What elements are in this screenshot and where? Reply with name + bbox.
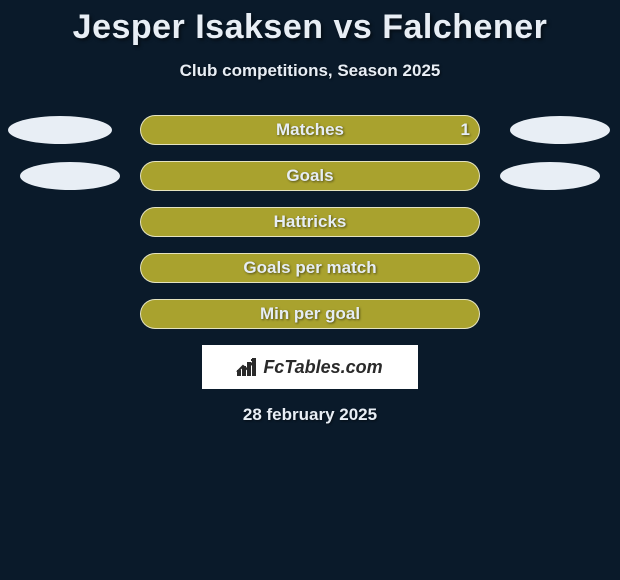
stat-bar — [140, 253, 480, 283]
logo: FcTables.com — [237, 357, 382, 378]
logo-text: FcTables.com — [263, 357, 382, 378]
left-ellipse-icon — [8, 116, 112, 144]
logo-bars-icon — [237, 358, 259, 376]
stat-row: Min per goal — [0, 299, 620, 329]
stat-row: Goals per match — [0, 253, 620, 283]
logo-box: FcTables.com — [202, 345, 418, 389]
logo-arrow-icon — [235, 356, 259, 376]
stat-row: Goals — [0, 161, 620, 191]
page-title: Jesper Isaksen vs Falchener — [0, 0, 620, 47]
stat-row: Hattricks — [0, 207, 620, 237]
stat-bar — [140, 299, 480, 329]
right-ellipse-icon — [510, 116, 610, 144]
stats-rows: Matches1 Goals Hattricks Goals per match Min… — [0, 115, 620, 329]
date-label: 28 february 2025 — [0, 405, 620, 425]
page-subtitle: Club competitions, Season 2025 — [0, 61, 620, 81]
stat-bar — [140, 161, 480, 191]
stat-row: Matches1 — [0, 115, 620, 145]
left-ellipse-icon — [20, 162, 120, 190]
stat-bar — [140, 207, 480, 237]
stat-bar — [140, 115, 480, 145]
right-ellipse-icon — [500, 162, 600, 190]
